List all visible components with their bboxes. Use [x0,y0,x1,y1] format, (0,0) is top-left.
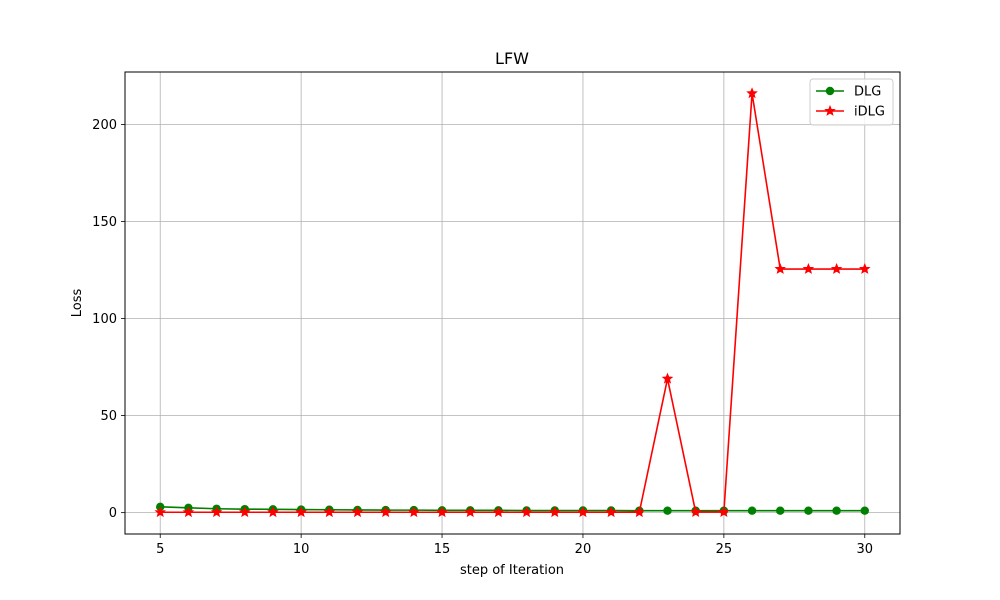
star-marker [830,262,843,274]
y-tick-label: 150 [92,215,117,230]
chart-title: LFW [495,49,529,68]
circle-marker [860,506,869,515]
series-iDLG [154,87,871,518]
circle-marker [776,506,785,515]
star-marker [239,506,251,518]
legend-label: DLG [854,85,881,100]
y-tick-label: 50 [100,409,117,424]
circle-marker [663,506,672,515]
y-tick-label: 100 [92,312,117,327]
star-marker [633,506,646,518]
y-axis-label: Loss [70,289,85,318]
star-marker [408,506,420,518]
star-marker [549,506,561,518]
x-tick-label: 25 [716,542,733,557]
star-marker [577,506,589,518]
circle-marker [804,506,813,515]
star-marker [267,506,279,518]
star-marker [689,505,702,517]
star-marker [859,262,871,274]
x-tick-label: 30 [856,542,873,557]
star-marker [520,506,533,518]
plot-frame [124,71,901,535]
star-marker [824,104,836,116]
star-marker [746,87,758,99]
star-marker [295,506,307,518]
circle-marker [832,506,841,515]
x-tick-label: 20 [575,542,592,557]
series-line [160,506,865,512]
y-tick-label: 0 [109,506,117,521]
star-marker [774,262,786,274]
grid [125,72,900,534]
star-marker [464,506,476,518]
star-marker [351,506,364,518]
x-tick-label: 10 [293,542,310,557]
star-marker [182,506,195,518]
circle-marker [825,86,835,96]
star-marker [210,506,223,518]
star-marker [492,506,505,518]
circle-marker [747,506,757,515]
star-marker [605,506,617,518]
star-marker [323,506,336,518]
star-marker [154,506,166,518]
y-tick-label: 200 [92,118,117,133]
legend: DLG iDLG [809,78,894,126]
star-marker [436,506,448,518]
star-marker [718,505,730,517]
series-layer [154,87,871,518]
x-axis-label: step of Iteration [460,563,564,578]
series-line [160,92,865,514]
axis-ticks: 5 10 15 20 25 30 0 50 100 150 200 [92,118,873,557]
star-marker [379,506,392,518]
star-marker [802,262,815,274]
x-tick-label: 5 [156,542,164,557]
x-tick-label: 15 [434,542,451,557]
star-marker [661,372,674,384]
legend-label: iDLG [854,105,885,120]
